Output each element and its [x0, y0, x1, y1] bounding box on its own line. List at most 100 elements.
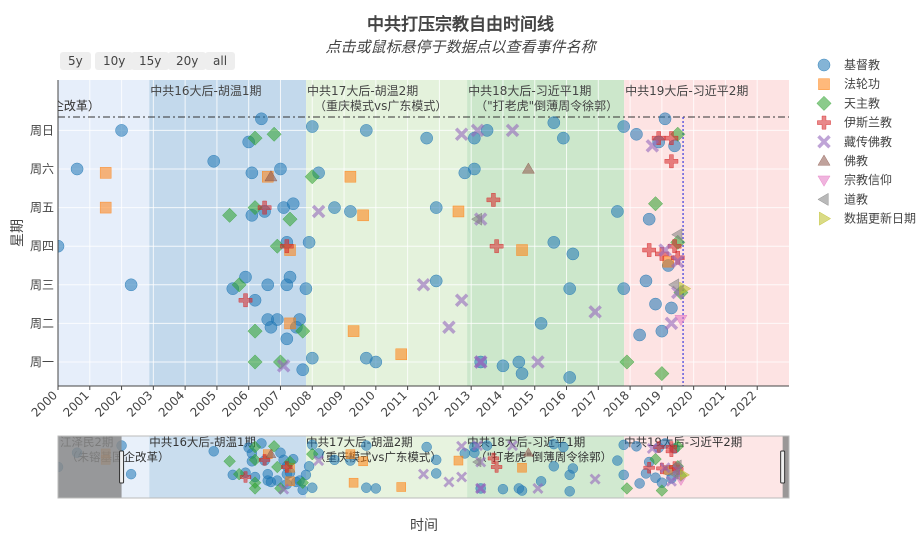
data-point-circle[interactable] — [665, 301, 678, 315]
slider-data-point-diamond[interactable] — [306, 447, 319, 461]
slider-data-point-circle[interactable] — [548, 438, 560, 450]
slider-data-point-cross[interactable] — [653, 441, 665, 453]
slider-data-point-circle[interactable] — [558, 441, 569, 453]
data-point-x[interactable] — [454, 127, 469, 142]
slider-data-point-circle[interactable] — [208, 446, 219, 457]
data-point-circle[interactable] — [274, 162, 287, 176]
data-point-diamond[interactable] — [654, 366, 670, 382]
slider-data-point-circle[interactable] — [481, 440, 493, 451]
legend-item[interactable]: 佛教 — [817, 153, 868, 168]
legend-marker-triangle-up[interactable] — [817, 154, 831, 166]
data-point-circle[interactable] — [280, 332, 294, 346]
data-point-circle[interactable] — [547, 116, 561, 129]
slider-data-point-square[interactable] — [358, 456, 368, 467]
data-point-cross[interactable] — [257, 200, 272, 215]
slider-data-point-diamond[interactable] — [232, 467, 246, 481]
data-point-circle[interactable] — [328, 201, 341, 214]
data-point-circle[interactable] — [547, 236, 561, 249]
slider-data-point-circle[interactable] — [618, 469, 629, 481]
slider-data-point-triangle-right[interactable] — [680, 469, 691, 481]
slider-data-point-square[interactable] — [396, 482, 407, 492]
slider-data-point-diamond[interactable] — [248, 482, 262, 495]
legend-item[interactable]: 宗教信仰 — [817, 172, 892, 187]
data-point-triangle-up[interactable] — [521, 162, 535, 174]
data-point-diamond[interactable] — [266, 126, 282, 142]
data-point-circle[interactable] — [429, 201, 443, 214]
slider-data-point-x[interactable] — [417, 468, 430, 480]
data-point-circle[interactable] — [255, 112, 268, 126]
slider-data-point-triangle-up[interactable] — [522, 447, 534, 457]
data-point-diamond[interactable] — [619, 354, 635, 370]
data-point-x[interactable] — [442, 320, 456, 335]
data-point-circle[interactable] — [557, 131, 570, 145]
data-point-circle[interactable] — [207, 154, 221, 168]
data-point-circle[interactable] — [496, 359, 510, 373]
data-point-circle[interactable] — [302, 236, 316, 249]
slider-data-point-circle[interactable] — [307, 482, 318, 493]
data-point-circle[interactable] — [563, 282, 577, 295]
data-point-triangle-left[interactable] — [470, 212, 483, 226]
slider-data-point-diamond[interactable] — [223, 455, 236, 468]
slider-data-point-x[interactable] — [646, 442, 658, 454]
legend-marker-triangle-right[interactable] — [819, 211, 832, 226]
slider-data-point-square[interactable] — [348, 477, 359, 488]
data-point-triangle-left[interactable] — [671, 228, 683, 242]
data-point-cross[interactable] — [664, 131, 679, 145]
legend-marker-diamond[interactable] — [816, 95, 832, 111]
data-point-circle[interactable] — [245, 166, 259, 180]
data-point-square[interactable] — [344, 170, 357, 183]
slider-data-point-square[interactable] — [285, 476, 295, 487]
slider-data-point-x[interactable] — [532, 482, 544, 494]
data-point-x[interactable] — [470, 123, 485, 138]
data-point-circle[interactable] — [617, 120, 631, 133]
slider-data-point-x[interactable] — [456, 440, 468, 452]
data-point-cross[interactable] — [486, 193, 501, 207]
data-point-x[interactable] — [645, 139, 660, 153]
data-point-diamond[interactable] — [247, 130, 263, 146]
data-point-triangle-right[interactable] — [679, 281, 692, 296]
data-point-diamond[interactable] — [247, 323, 263, 339]
legend-item[interactable]: 法轮功 — [818, 77, 881, 91]
data-point-circle[interactable] — [70, 162, 84, 176]
data-point-circle[interactable] — [261, 278, 275, 292]
data-point-circle[interactable] — [512, 355, 526, 369]
data-point-cross[interactable] — [279, 239, 294, 254]
slider-data-point-x[interactable] — [443, 476, 455, 488]
data-point-cross[interactable] — [238, 293, 253, 308]
data-point-x[interactable] — [671, 254, 685, 269]
slider-data-point-square[interactable] — [453, 455, 464, 466]
slider-data-point-triangle-up[interactable] — [265, 448, 277, 458]
data-point-x[interactable] — [664, 316, 679, 331]
slider-data-point-diamond[interactable] — [271, 460, 284, 474]
data-point-circle[interactable] — [124, 278, 138, 292]
data-point-circle[interactable] — [563, 371, 577, 384]
range-slider-handle-left[interactable] — [119, 450, 125, 484]
legend-item[interactable]: 基督教 — [817, 57, 880, 72]
data-point-circle[interactable] — [480, 124, 494, 137]
slider-data-point-cross[interactable] — [239, 471, 252, 483]
data-point-square[interactable] — [357, 209, 369, 222]
data-point-diamond[interactable] — [247, 200, 263, 216]
data-point-circle[interactable] — [305, 120, 319, 133]
data-point-diamond[interactable] — [247, 354, 263, 370]
data-point-circle[interactable] — [429, 274, 443, 288]
data-point-square[interactable] — [347, 325, 360, 337]
data-point-circle[interactable] — [658, 112, 672, 126]
slider-data-point-cross[interactable] — [665, 441, 678, 453]
data-point-triangle-down[interactable] — [674, 315, 688, 327]
data-point-square[interactable] — [395, 348, 408, 361]
data-point-circle[interactable] — [359, 124, 373, 137]
data-point-circle[interactable] — [611, 205, 624, 218]
data-point-square[interactable] — [284, 317, 296, 330]
slider-data-point-square[interactable] — [517, 462, 527, 473]
slider-data-point-circle[interactable] — [516, 485, 528, 496]
data-point-x[interactable] — [311, 204, 326, 219]
legend-item[interactable]: 数据更新日期 — [819, 211, 916, 226]
range-button-15y[interactable]: 15y — [131, 52, 170, 70]
data-point-circle[interactable] — [115, 124, 128, 137]
data-point-circle[interactable] — [617, 282, 631, 295]
slider-data-point-diamond[interactable] — [620, 482, 634, 495]
data-point-x[interactable] — [531, 355, 545, 369]
slider-data-point-circle[interactable] — [421, 441, 432, 453]
data-point-circle[interactable] — [271, 313, 284, 326]
